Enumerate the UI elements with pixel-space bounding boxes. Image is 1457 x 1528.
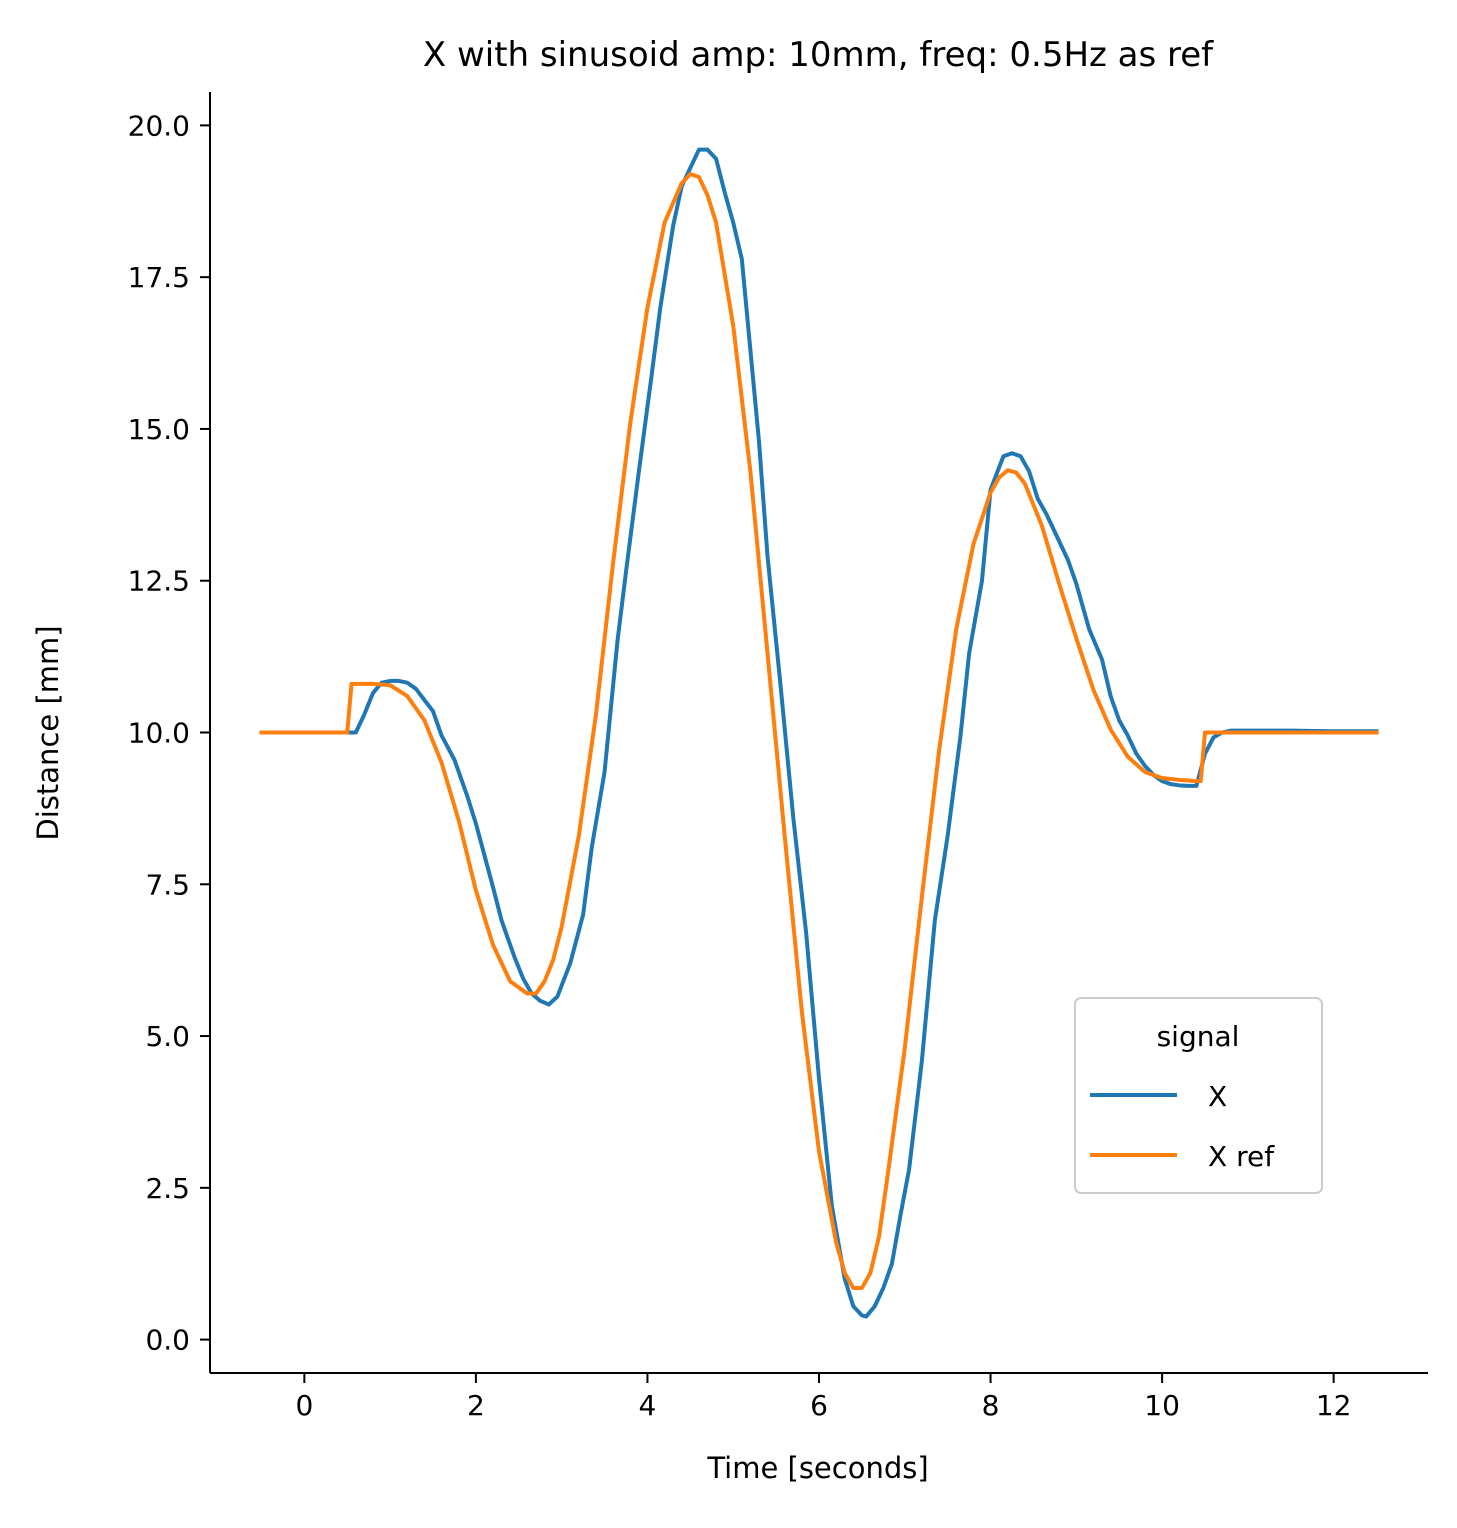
x-tick-label: 12: [1316, 1389, 1352, 1422]
series-line-x-ref: [259, 171, 1379, 1290]
y-tick-label: 5.0: [145, 1020, 190, 1053]
legend-title: signal: [1157, 1020, 1240, 1053]
x-tick-label: 6: [810, 1389, 828, 1422]
legend-label-x: X: [1208, 1080, 1227, 1113]
y-tick-label: 20.0: [128, 109, 190, 142]
y-tick-label: 17.5: [128, 261, 190, 294]
y-tick-label: 2.5: [145, 1172, 190, 1205]
series-line-x: [259, 147, 1379, 1319]
y-tick-label: 10.0: [128, 717, 190, 750]
axes-layer: 0 2 4 6 8 10 12 0.0 2.5 5.0 7.5 10.0 12.5 15.0 17.5 20.…: [128, 92, 1428, 1422]
x-axis-label: Time [seconds]: [706, 1451, 928, 1485]
legend: signal X X ref: [1074, 997, 1323, 1194]
y-tick-label: 12.5: [128, 565, 190, 598]
series-layer: [259, 147, 1379, 1319]
legend-box: [1074, 997, 1323, 1194]
x-tick-label: 10: [1144, 1389, 1180, 1422]
y-axis-label: Distance [mm]: [31, 625, 65, 840]
y-tick-label: 7.5: [145, 868, 190, 901]
x-tick-label: 8: [982, 1389, 1000, 1422]
x-tick-label: 0: [295, 1389, 313, 1422]
x-tick-label: 4: [639, 1389, 657, 1422]
chart-title: X with sinusoid amp: 10mm, freq: 0.5Hz a…: [423, 35, 1214, 75]
y-tick-label: 0.0: [145, 1324, 190, 1357]
legend-label-x-ref: X ref: [1208, 1140, 1275, 1173]
x-tick-label: 2: [467, 1389, 485, 1422]
y-tick-label: 15.0: [128, 413, 190, 446]
